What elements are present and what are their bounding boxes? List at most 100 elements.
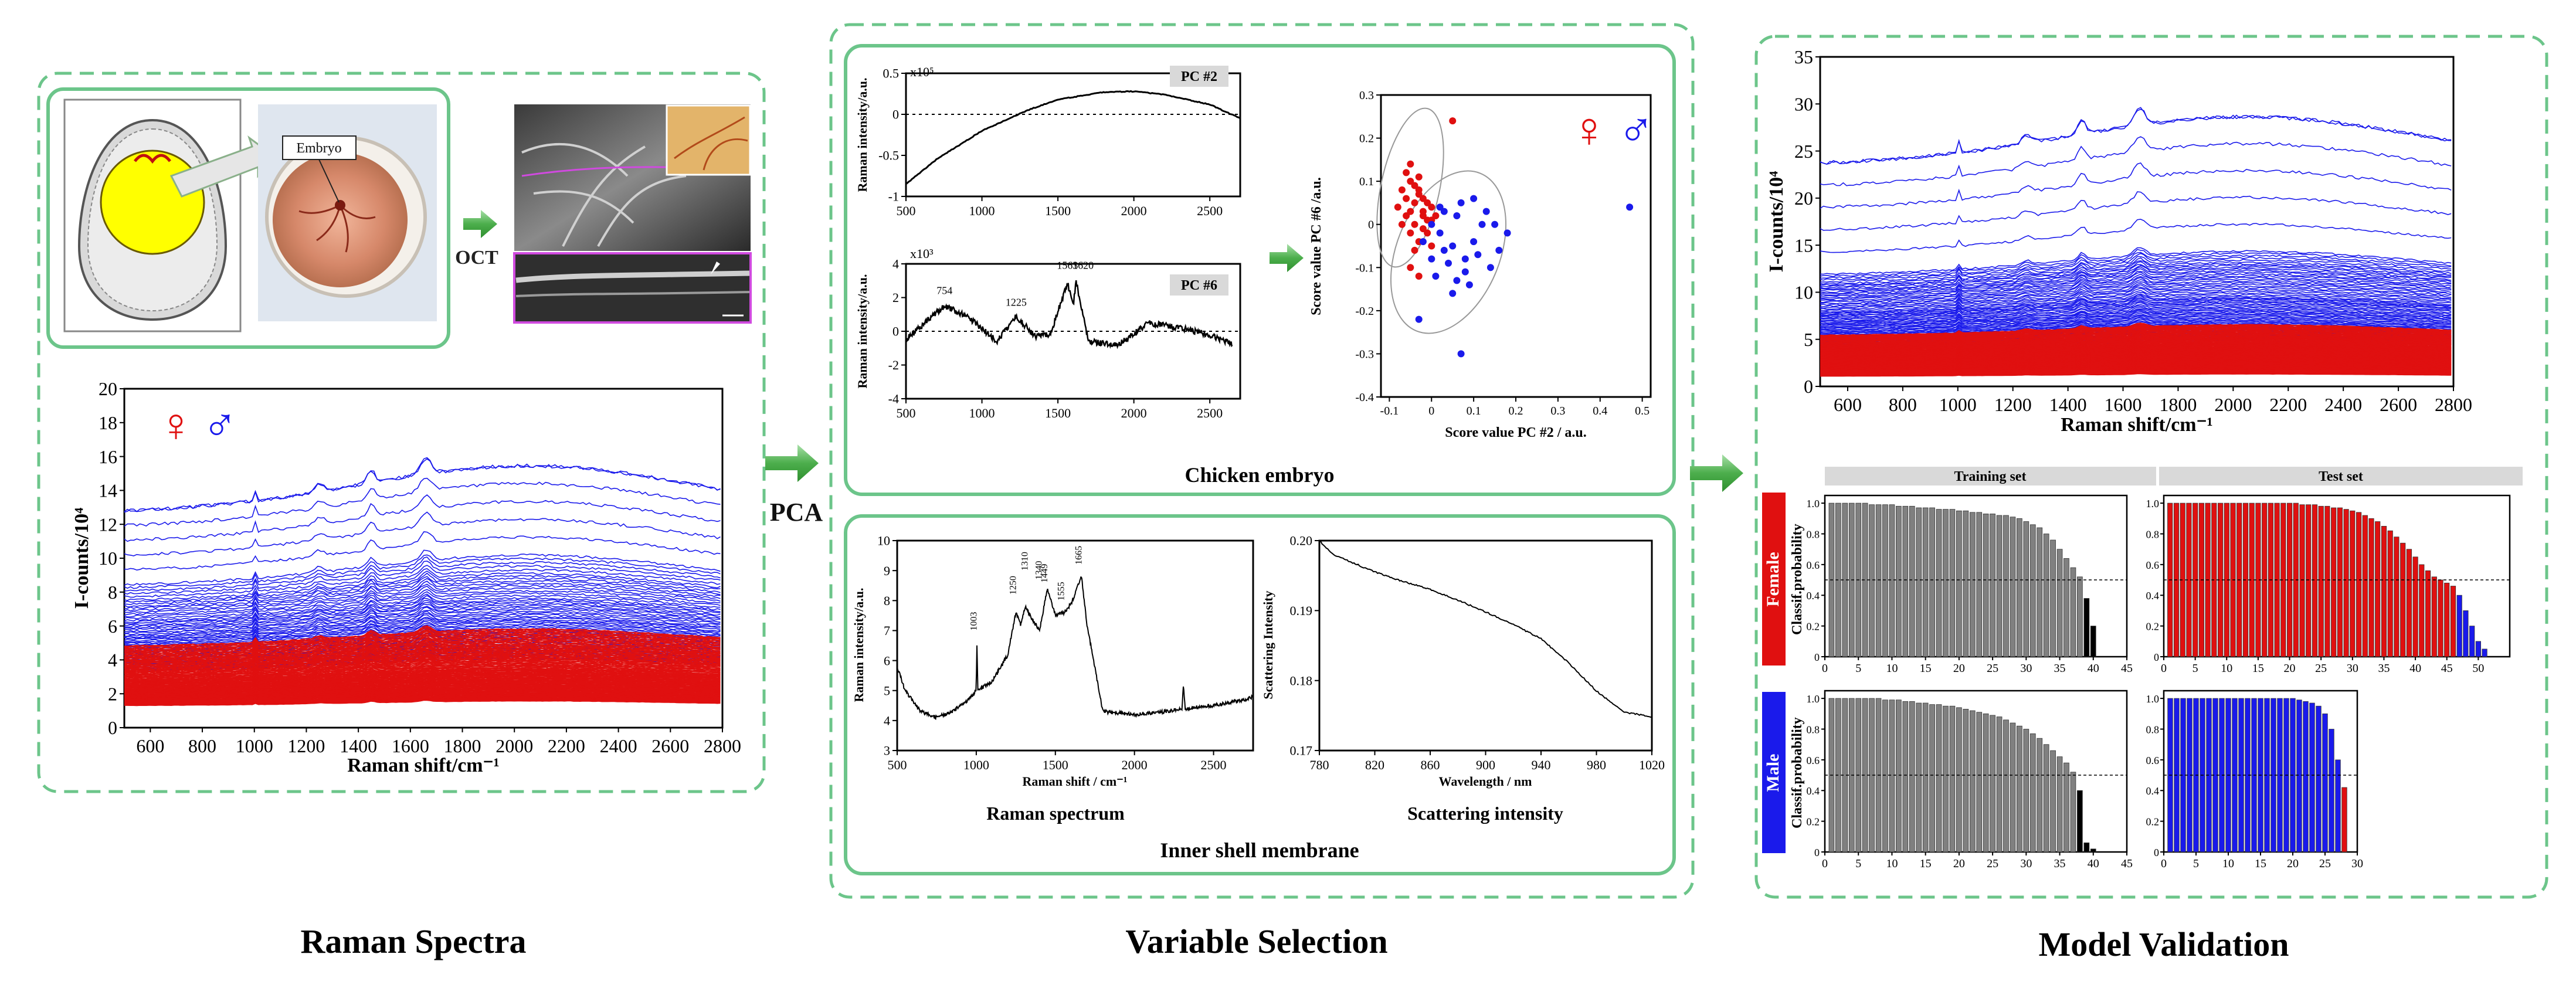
oct-inset-vessels — [674, 116, 748, 171]
embryo-callout-label: Embryo — [296, 141, 341, 156]
female-spectrum — [124, 626, 721, 647]
female-test-bar — [2362, 515, 2368, 657]
female-train-bar — [1902, 505, 1909, 657]
male-train-bar — [1922, 702, 1929, 853]
female-train-xtick-label: 45 — [2121, 662, 2133, 675]
oct-label: OCT — [455, 247, 498, 269]
shell-peak-label: 1665 — [1074, 546, 1084, 565]
scat-xtick-label: 780 — [1310, 758, 1329, 772]
female-test-bar — [2324, 505, 2330, 657]
male-train-bar — [1929, 704, 1935, 853]
male-train-xtick-label: 45 — [2121, 857, 2133, 870]
egg-photo-embryo — [273, 152, 408, 287]
male-train-bar — [1976, 712, 1983, 853]
shell-ytick-label: 10 — [877, 534, 890, 548]
male-spectrum — [124, 610, 721, 634]
shell-ytick-label: 5 — [884, 683, 890, 698]
pc6-ytick-label: 2 — [892, 290, 899, 305]
female-train-ytick-label: 0.6 — [1807, 559, 1820, 571]
mv-male-spectrum — [1820, 315, 2452, 330]
female-train-bar — [2010, 517, 2016, 657]
male-train-ytick-label: 0.8 — [1807, 724, 1820, 735]
test-set-label: Test set — [2319, 469, 2363, 484]
shell-line — [897, 576, 1254, 720]
scatter-female-symbol: ♀ — [1571, 103, 1608, 158]
female-spectrum — [124, 653, 721, 670]
female-test-bar — [2387, 530, 2393, 657]
egg-diagram-yolk — [100, 150, 205, 255]
female-test-xtick-label: 20 — [2284, 662, 2296, 675]
male-point — [1491, 220, 1499, 228]
oct-image-bottom — [513, 252, 752, 324]
female-train-bar — [1889, 504, 1895, 657]
mv-male-spectrum — [1820, 266, 2452, 291]
male-test-bar — [2316, 705, 2322, 853]
shell-xlabel: Raman shift / cm⁻¹ — [1023, 774, 1128, 789]
female-test-xtick-label: 30 — [2347, 662, 2358, 675]
male-train-bar — [1990, 715, 1995, 853]
male-train-bar — [2023, 729, 2029, 853]
female-train-ytick-label: 0.4 — [1807, 590, 1820, 602]
male-spectrum — [124, 458, 721, 513]
scat-xtick-label: 1020 — [1639, 758, 1665, 772]
male-train-bar — [2083, 842, 2090, 853]
raman-main-xtick-label: 2800 — [704, 735, 741, 756]
male-point — [1453, 277, 1461, 284]
pc6-peak-label: 1225 — [1006, 297, 1027, 308]
male-point — [1626, 203, 1634, 211]
male-test-ytick-label: 0.4 — [2146, 785, 2160, 797]
scatter-ytick-label: 0.2 — [1359, 133, 1374, 145]
mv-female-spectrum — [1820, 331, 2452, 343]
pc2-xtick-label: 1000 — [969, 203, 995, 218]
scat-ylabel: Scattering Intensity — [1261, 590, 1275, 699]
female-test-bar — [2456, 595, 2462, 657]
male-point — [1428, 255, 1435, 263]
mv-ytick-label: 5 — [1804, 329, 1813, 350]
scattering-intensity-chart: 780 820 860 900 940 980 1020 0.20 0.19 0.18 0.17 S… — [1261, 534, 1665, 824]
oct-inset-photo — [666, 104, 751, 176]
male-train-ytick-label: 0.2 — [1807, 816, 1820, 828]
female-test-bar — [2444, 582, 2450, 657]
female-point — [1411, 220, 1418, 228]
female-train-bar — [2023, 521, 2029, 657]
mv-xtick-label: 1000 — [1939, 394, 1977, 415]
shell-xtick-label: 1000 — [963, 758, 989, 772]
mv-female-spectrum — [1820, 322, 2452, 337]
male-train-bar — [2050, 750, 2056, 853]
female-test-bar — [2306, 504, 2312, 657]
female-test-xtick-label: 50 — [2472, 662, 2484, 675]
male-spectrum — [124, 606, 721, 630]
training-set-tag — [1825, 467, 2156, 485]
female-train-ytick-label: 0.2 — [1807, 621, 1820, 633]
female-spectrum — [124, 692, 721, 700]
scat-plot-frame — [1318, 539, 1653, 752]
mv-male-spectrum — [1820, 281, 2452, 303]
male-train-xtick-label: 0 — [1822, 857, 1828, 870]
female-train-bar — [2050, 539, 2056, 657]
male-train-bar — [1963, 709, 1969, 853]
male-train-xtick-label: 40 — [2088, 857, 2099, 870]
mv-male-spectrum — [1820, 276, 2452, 299]
female-train-bar — [1969, 512, 1976, 657]
female-train-bar — [2056, 549, 2063, 657]
female-point — [1403, 169, 1410, 176]
pca-label: PCA — [770, 498, 823, 527]
pc6-xtick-label: 2500 — [1197, 406, 1223, 420]
scores-arrow — [1270, 244, 1304, 272]
female-test-ytick-label: 0.6 — [2146, 559, 2160, 571]
male-point — [1486, 264, 1494, 271]
female-test-bar — [2350, 510, 2356, 657]
mv-ytick-label: 10 — [1794, 282, 1813, 303]
shell-axes: 500 1000 1500 2000 2500 10 9 8 7 6 5 4 3 — [877, 534, 1227, 772]
female-train-ytick-label: 0 — [1814, 651, 1820, 663]
male-spectrum — [124, 565, 721, 598]
female-spectrum — [124, 664, 721, 678]
male-spectrum — [124, 457, 721, 512]
male-point — [1449, 242, 1457, 250]
scat-curve — [1319, 539, 1652, 718]
female-spectrum — [124, 657, 721, 673]
male-train-xtick-label: 5 — [1855, 857, 1861, 870]
scatter-xtick-label: 0.1 — [1467, 405, 1481, 417]
female-spectrum — [124, 631, 721, 651]
male-spectrum — [124, 591, 721, 620]
